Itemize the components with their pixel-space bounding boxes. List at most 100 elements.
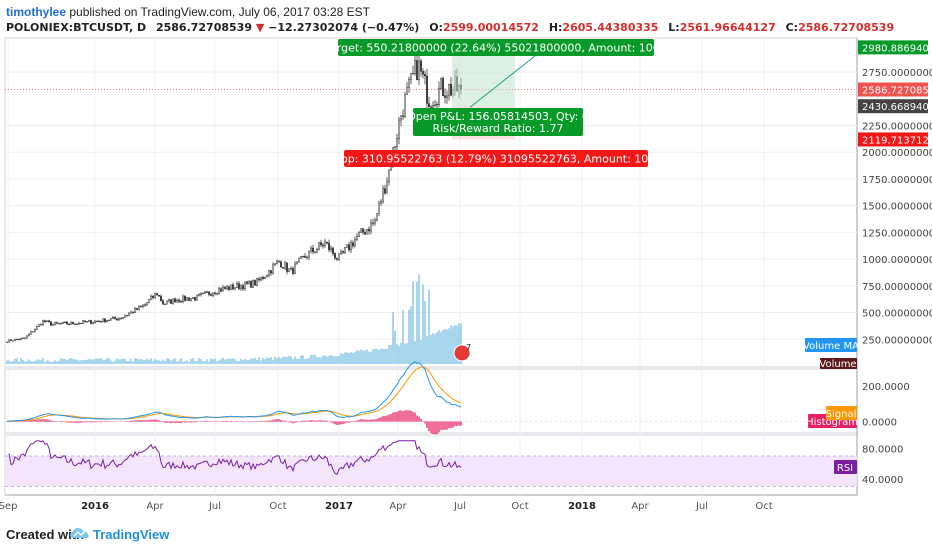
histogram-bar — [450, 421, 452, 429]
volume-bar — [372, 348, 374, 364]
histogram-bar — [458, 421, 460, 426]
histogram-bar — [426, 421, 428, 428]
candle-body — [334, 253, 336, 259]
candle-body — [336, 257, 338, 260]
candle-body — [52, 323, 54, 326]
volume-bar — [312, 354, 314, 364]
candle-body — [284, 262, 286, 269]
histogram-bar — [132, 420, 134, 422]
histogram-bar — [188, 421, 190, 423]
histogram-bar — [316, 420, 318, 422]
volume-bar — [26, 361, 28, 364]
candle-body — [266, 275, 268, 278]
candle-body — [38, 324, 40, 327]
candle-body — [54, 322, 56, 325]
candle-body — [202, 292, 204, 295]
candle-body — [210, 294, 212, 296]
tradingview-brand[interactable]: TradingView — [93, 527, 170, 542]
volume-bar — [84, 360, 86, 364]
histogram-bar — [78, 421, 80, 423]
event-count: 7 — [466, 343, 471, 352]
time-tick-label: Jul — [453, 501, 466, 512]
candle-body — [296, 261, 298, 265]
histogram-bar — [350, 421, 352, 423]
histogram-bar — [352, 421, 354, 422]
event-flag-icon — [453, 344, 471, 362]
volume-bar — [142, 359, 144, 364]
open-label: O: — [429, 21, 443, 34]
candle-body — [348, 244, 350, 251]
candle-body — [304, 255, 306, 258]
candle-body — [362, 228, 364, 233]
candle-body — [80, 322, 82, 325]
candle-body — [212, 292, 214, 296]
volume-bar — [78, 360, 80, 364]
volume-bar — [42, 358, 44, 364]
candle-body — [418, 60, 420, 81]
open-pl-label: Open P&L: 156.05814503, Qty: 0 — [407, 110, 589, 123]
candle-body — [376, 213, 378, 221]
histogram-bar — [176, 421, 178, 423]
histogram-bar — [242, 421, 244, 423]
candle-body — [98, 320, 100, 322]
candle-body — [178, 299, 180, 302]
chart-canvas[interactable]: Target: 550.21800000 (22.64%) 5502180000… — [0, 0, 932, 520]
author-link[interactable]: timothylee — [6, 5, 67, 19]
price-tick-label: 1500.00000000 — [862, 202, 932, 213]
volume-bar — [140, 359, 142, 364]
candle-body — [292, 268, 294, 274]
volume-bar — [342, 353, 344, 364]
volume-bar — [426, 335, 428, 364]
histogram-bar — [292, 421, 294, 424]
price-flag-label: 2586.72708539 — [862, 86, 932, 97]
volume-bar — [452, 326, 454, 364]
histogram-bar — [380, 417, 382, 422]
candle-body — [252, 280, 254, 288]
volume-bar — [202, 361, 204, 364]
volume-bar — [34, 360, 36, 364]
volume-bar — [220, 358, 222, 364]
candle-body — [434, 104, 436, 106]
volume-badge — [820, 358, 857, 369]
volume-bar — [194, 361, 196, 364]
candle-body — [410, 73, 412, 80]
last-price: 2586.72708539 — [155, 21, 252, 34]
candle-body — [214, 292, 216, 294]
volume-bar — [402, 309, 404, 364]
candle-body — [230, 284, 232, 290]
histogram-bar — [178, 421, 180, 424]
histogram-bar — [332, 421, 334, 424]
symbol-label: POLONIEX:BTCUSDT, D — [6, 21, 147, 34]
candle-body — [320, 242, 322, 246]
histogram-bar — [168, 421, 170, 423]
volume-bar — [190, 359, 192, 364]
candle-body — [438, 88, 440, 105]
volume-bar — [242, 360, 244, 364]
histogram-bar — [150, 419, 152, 422]
candle-body — [170, 299, 172, 304]
candle-body — [34, 329, 36, 332]
candle-body — [16, 338, 18, 341]
volume-label: Volume — [819, 359, 856, 370]
histogram-bar — [290, 421, 292, 423]
candle-body — [50, 321, 52, 326]
time-tick-label: 2017 — [325, 501, 353, 512]
volume-bar — [260, 360, 262, 364]
histogram-bar — [398, 410, 400, 422]
candle-body — [196, 294, 198, 301]
candle-body — [62, 322, 64, 324]
candle-body — [400, 115, 402, 121]
tradingview-cloud-icon[interactable] — [70, 525, 90, 541]
candle-body — [32, 331, 34, 333]
volume-bar — [32, 361, 34, 364]
volume-bar — [156, 360, 158, 364]
candle-body — [116, 318, 118, 321]
histogram-bar — [328, 421, 330, 422]
histogram-bar — [42, 419, 44, 422]
position-tool[interactable]: Target: 550.21800000 (22.64%) 5502180000… — [324, 39, 667, 167]
candle-body — [312, 247, 314, 253]
histogram-bar — [108, 421, 110, 422]
volume-bar — [330, 355, 332, 364]
histogram-bar — [412, 411, 414, 422]
price-tick-label: 1750.00000000 — [862, 175, 932, 186]
